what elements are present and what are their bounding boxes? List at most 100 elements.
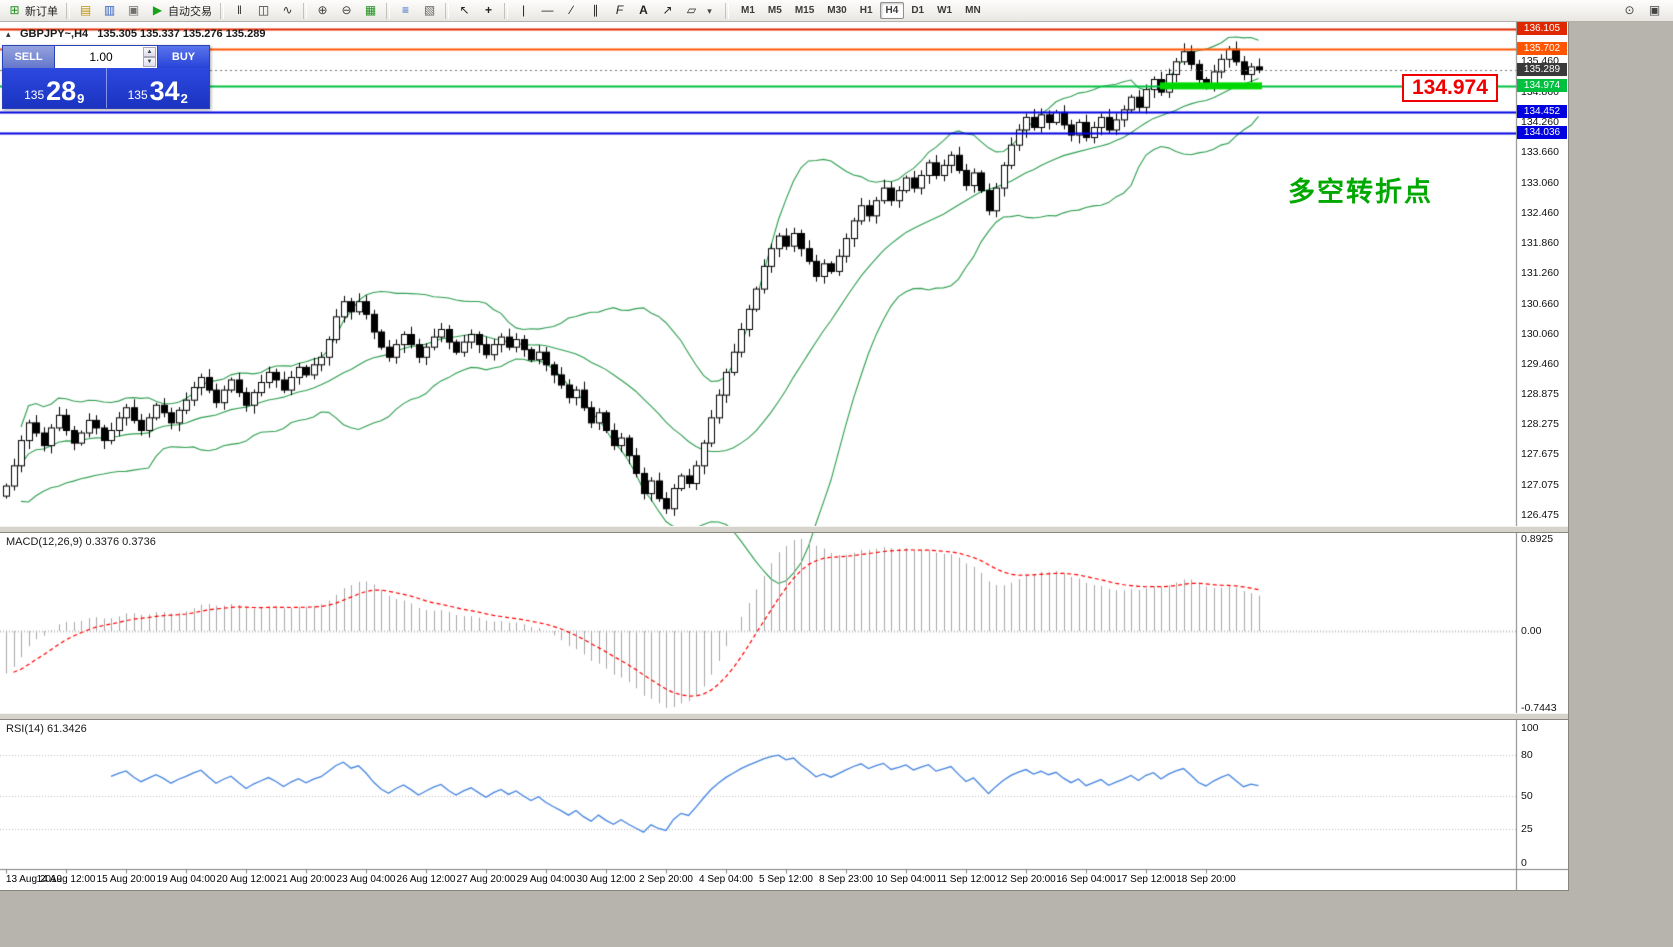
- price-tick: 133.060: [1521, 176, 1559, 189]
- time-axis-label: 4 Sep 04:00: [699, 874, 753, 885]
- time-axis-label: 5 Sep 12:00: [759, 874, 813, 885]
- arrows-tool-button[interactable]: [656, 1, 679, 20]
- candlestick-chart-button[interactable]: [252, 1, 275, 20]
- price-callout-label[interactable]: 134.974: [1402, 74, 1498, 102]
- price-line-tag: 134.036: [1517, 126, 1567, 140]
- grid-icon: [363, 3, 378, 18]
- timeframe-m30-button[interactable]: M30: [821, 2, 852, 19]
- time-axis-label: 21 Aug 20:00: [276, 874, 336, 885]
- shapes-tool-button[interactable]: [680, 1, 721, 20]
- sell-button[interactable]: SELL: [3, 46, 55, 68]
- buy-button[interactable]: BUY: [157, 46, 209, 68]
- timeframe-d1-button[interactable]: D1: [905, 2, 930, 19]
- zoom-out-button[interactable]: [335, 1, 358, 20]
- trade-panel-collapse-icon[interactable]: ▴: [6, 29, 11, 39]
- price-tick: 133.660: [1521, 146, 1559, 159]
- price-line-tag: 135.702: [1517, 42, 1567, 56]
- tile-windows-button[interactable]: [418, 1, 441, 20]
- horizontal-line-tool-button[interactable]: [536, 1, 559, 20]
- volume-down-button[interactable]: ▼: [143, 57, 156, 67]
- window-icon: [1647, 3, 1662, 18]
- volume-up-button[interactable]: ▲: [143, 47, 156, 57]
- bid-prefix: 135: [24, 88, 45, 102]
- new-order-label: 新订单: [25, 5, 58, 18]
- price-tick: 132.460: [1521, 206, 1559, 219]
- macd-label: MACD(12,26,9) 0.3376 0.3736: [6, 536, 156, 548]
- toolbar-separator: [445, 2, 449, 19]
- timeframe-h4-button[interactable]: H4: [879, 2, 905, 19]
- price-line-tag: 134.452: [1517, 105, 1567, 119]
- indicators-button[interactable]: [394, 1, 417, 20]
- auto-trading-label: 自动交易: [168, 5, 212, 18]
- data-window-button[interactable]: [122, 1, 145, 20]
- bid-pip-digit: 9: [77, 91, 85, 106]
- price-tick: 127.675: [1521, 448, 1559, 461]
- price-tick: 134.260: [1521, 115, 1559, 128]
- time-axis-label: 26 Aug 12:00: [396, 874, 456, 885]
- auto-trading-button[interactable]: 自动交易: [146, 1, 216, 20]
- volume-spinner: ▲ ▼: [143, 47, 156, 67]
- price-line-tag: 135.289: [1517, 62, 1567, 76]
- chart-ohlc-values: 135.305 135.337 135.276 135.289: [97, 28, 266, 40]
- zoom-in-icon: [315, 3, 330, 18]
- vertical-line-tool-button[interactable]: [512, 1, 535, 20]
- search-button[interactable]: [1618, 1, 1641, 20]
- timeframe-mn-button[interactable]: MN: [959, 2, 987, 19]
- volume-input[interactable]: [55, 46, 157, 68]
- zoom-in-button[interactable]: [311, 1, 334, 20]
- market-watch-button[interactable]: [98, 1, 121, 20]
- ask-pip-digit: 2: [180, 91, 188, 106]
- panel-separator[interactable]: [0, 713, 1568, 720]
- rsi-label: RSI(14) 61.3426: [6, 723, 87, 735]
- time-axis-label: 30 Aug 12:00: [576, 874, 636, 885]
- line-chart-button[interactable]: [276, 1, 299, 20]
- crosshair-tool-button[interactable]: [477, 1, 500, 20]
- fibonacci-tool-button[interactable]: [608, 1, 631, 20]
- ask-price[interactable]: 135 34 2: [107, 68, 210, 108]
- chart-annotation-text[interactable]: 多空转折点: [1288, 177, 1433, 207]
- timeframe-w1-button[interactable]: W1: [931, 2, 958, 19]
- panel-separator[interactable]: [0, 526, 1568, 533]
- text-tool-button[interactable]: [632, 1, 655, 20]
- channel-tool-button[interactable]: [584, 1, 607, 20]
- price-tick: 126.475: [1521, 509, 1559, 522]
- bar-chart-button[interactable]: [228, 1, 251, 20]
- timeframe-m1-button[interactable]: M1: [735, 2, 761, 19]
- new-order-button[interactable]: 新订单: [3, 1, 62, 20]
- tile-windows-icon: [422, 3, 437, 18]
- chart-window-button[interactable]: [1643, 1, 1666, 20]
- bid-price[interactable]: 135 28 9: [3, 68, 107, 108]
- toolbar-separator: [220, 2, 224, 19]
- profiles-button[interactable]: [74, 1, 97, 20]
- timeframe-m5-button[interactable]: M5: [762, 2, 788, 19]
- timeframe-m15-button[interactable]: M15: [789, 2, 820, 19]
- trendline-tool-button[interactable]: [560, 1, 583, 20]
- price-tick: 131.260: [1521, 267, 1559, 280]
- price-chart-canvas[interactable]: [0, 22, 1568, 890]
- chart-window: ▴ GBPJPY~,H4 135.305 135.337 135.276 135…: [0, 22, 1569, 891]
- bar-chart-icon: [232, 3, 247, 18]
- chevron-down-icon: [702, 3, 717, 19]
- fibonacci-icon: [612, 3, 627, 18]
- bid-big-digits: 28: [46, 76, 77, 106]
- line-chart-icon: [280, 3, 295, 18]
- time-axis-label: 8 Sep 23:00: [819, 874, 873, 885]
- timeframe-h1-button[interactable]: H1: [854, 2, 879, 19]
- time-axis-label: 29 Aug 04:00: [516, 874, 576, 885]
- toolbar-separator: [504, 2, 508, 19]
- price-tick: 127.075: [1521, 478, 1559, 491]
- time-axis-label: 2 Sep 20:00: [639, 874, 693, 885]
- volume-field: ▲ ▼: [55, 46, 157, 68]
- time-axis-label: 17 Sep 12:00: [1116, 874, 1176, 885]
- trade-panel-prices: 135 28 9 135 34 2: [3, 68, 209, 108]
- candlestick-chart-icon: [256, 3, 271, 18]
- price-line-tag: 134.974: [1517, 78, 1567, 92]
- cursor-tool-button[interactable]: [453, 1, 476, 20]
- grid-button[interactable]: [359, 1, 382, 20]
- rsi-axis-tick: 25: [1521, 823, 1533, 836]
- price-tick: 130.660: [1521, 297, 1559, 310]
- time-axis-label: 18 Sep 20:00: [1176, 874, 1236, 885]
- price-line-tag: 136.105: [1517, 22, 1567, 35]
